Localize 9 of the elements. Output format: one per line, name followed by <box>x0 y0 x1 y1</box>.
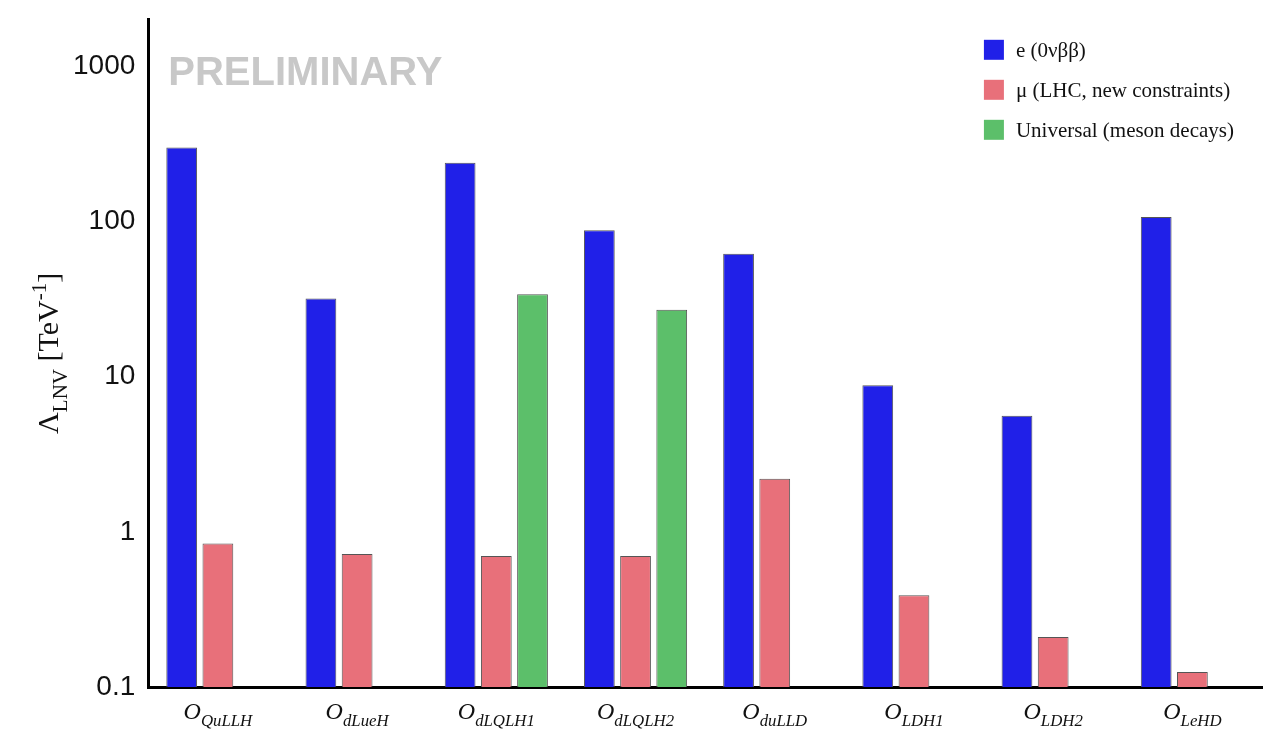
y-tick-label: 1 <box>119 514 136 546</box>
y-tick-label: 10 <box>104 359 136 391</box>
legend-label: e (0νββ) <box>1015 37 1086 62</box>
legend-label: Universal (meson decays) <box>1015 117 1235 142</box>
y-tick-label: 100 <box>88 204 136 236</box>
y-tick-label: 0.1 <box>96 669 136 701</box>
legend-label: μ (LHC, new constraints) <box>1015 77 1231 102</box>
y-axis-title: ΛLNV [TeV-1] <box>27 272 72 434</box>
y-tick-label: 1000 <box>72 49 136 81</box>
